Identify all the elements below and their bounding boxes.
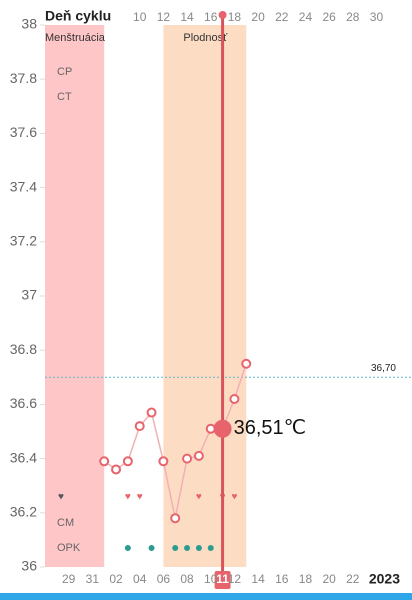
point xyxy=(158,456,169,467)
x-tick-label: 04 xyxy=(133,572,147,586)
y-tick-label: 36.4 xyxy=(10,449,37,465)
row-label: OPK xyxy=(57,542,81,554)
opk-dot xyxy=(207,545,214,551)
cm-heart: ♥ xyxy=(137,492,143,503)
top-tick-label: 28 xyxy=(346,10,360,24)
top-tick-label: 12 xyxy=(157,10,171,24)
band-label: Plodnosť xyxy=(183,32,228,44)
x-tick-label: 06 xyxy=(157,572,171,586)
y-tick-label: 37.4 xyxy=(10,178,37,194)
point xyxy=(122,456,133,467)
chart-title: Deň cyklu xyxy=(45,8,111,24)
bottom-bar xyxy=(0,593,412,600)
band-label: Menštruácia xyxy=(45,32,106,44)
y-tick-label: 38 xyxy=(21,16,37,32)
point xyxy=(111,464,122,475)
top-tick-label: 24 xyxy=(299,10,313,24)
cm-heart: ♥ xyxy=(125,492,131,503)
point xyxy=(229,393,240,404)
point xyxy=(241,358,252,369)
point xyxy=(182,453,193,464)
y-tick-label: 37.8 xyxy=(10,70,37,86)
y-tick-label: 36 xyxy=(21,558,37,574)
row-label: CM xyxy=(57,517,74,529)
selected-day-label: 11 xyxy=(216,572,229,586)
band xyxy=(163,25,247,567)
top-tick-label: 20 xyxy=(251,10,265,24)
point xyxy=(134,421,145,432)
top-tick-label: 10 xyxy=(133,10,147,24)
cursor-top xyxy=(218,11,227,19)
top-tick-label: 30 xyxy=(370,10,384,24)
x-tick-label: 29 xyxy=(62,572,76,586)
opk-dot xyxy=(148,545,155,551)
x-tick-label: 31 xyxy=(86,572,100,586)
top-tick-label: 16 xyxy=(204,10,218,24)
y-tick-label: 37.6 xyxy=(10,124,37,140)
y-tick-label: 36.6 xyxy=(10,395,37,411)
point xyxy=(170,513,181,524)
y-tick-label: 36.2 xyxy=(10,504,37,520)
top-tick-label: 14 xyxy=(180,10,194,24)
x-tick-label: 02 xyxy=(109,572,123,586)
top-tick-label: 22 xyxy=(275,10,289,24)
x-tick-label: 20 xyxy=(322,572,336,586)
selected-value-label: 36,51℃ xyxy=(234,417,307,439)
opk-dot xyxy=(172,545,179,551)
y-tick-label: 37 xyxy=(21,287,37,303)
point xyxy=(146,407,157,418)
band xyxy=(45,25,105,567)
selected-point xyxy=(213,419,232,438)
coverline-label: 36,70 xyxy=(371,363,396,374)
x-tick-label: 22 xyxy=(346,572,360,586)
x-tick-label: 18 xyxy=(299,572,313,586)
point xyxy=(193,450,204,461)
row-label: CT xyxy=(57,91,72,103)
cm-heart: ♥ xyxy=(196,492,202,503)
point xyxy=(205,423,216,434)
y-tick-label: 36.8 xyxy=(10,341,37,357)
y-tick-label: 37.2 xyxy=(10,233,37,249)
top-tick-label: 26 xyxy=(322,10,336,24)
x-tick-label: 10 xyxy=(204,572,218,586)
cm-heart: ♥ xyxy=(231,492,237,503)
top-tick-label: 18 xyxy=(228,10,242,24)
opk-dot xyxy=(124,545,131,551)
point xyxy=(99,456,110,467)
cursor-box xyxy=(214,571,231,589)
opk-dot xyxy=(184,545,191,551)
x-tick-label: 12 xyxy=(228,572,242,586)
x-tick-label: 16 xyxy=(275,572,289,586)
x-tick-label: 14 xyxy=(251,572,265,586)
x-tick-label: 08 xyxy=(180,572,194,586)
year-label: 2023 xyxy=(369,571,400,587)
heart-icon: ♥ xyxy=(58,492,64,503)
opk-dot xyxy=(195,545,202,551)
row-label: CP xyxy=(57,66,72,78)
